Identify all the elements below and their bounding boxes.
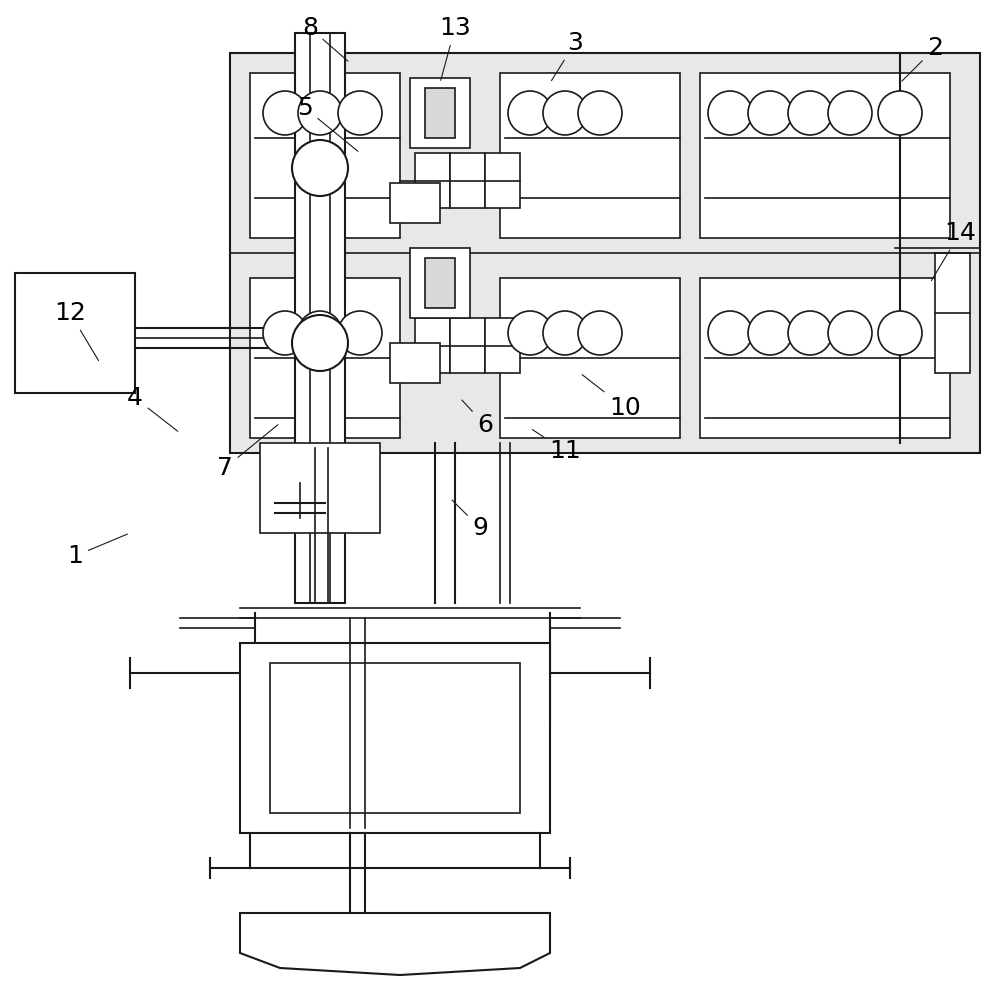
- Bar: [295, 33, 345, 603]
- Bar: [415, 318, 450, 373]
- Circle shape: [578, 91, 622, 135]
- Circle shape: [338, 91, 382, 135]
- Bar: [15, 273, 135, 393]
- Circle shape: [828, 91, 872, 135]
- Circle shape: [508, 91, 552, 135]
- Circle shape: [748, 91, 792, 135]
- Circle shape: [788, 91, 832, 135]
- Circle shape: [578, 311, 622, 355]
- Text: 7: 7: [217, 425, 278, 480]
- Circle shape: [338, 311, 382, 355]
- Bar: [390, 183, 440, 223]
- Circle shape: [828, 311, 872, 355]
- Bar: [250, 73, 400, 238]
- Bar: [450, 153, 485, 208]
- Circle shape: [263, 311, 307, 355]
- Bar: [410, 78, 470, 148]
- Circle shape: [292, 140, 348, 196]
- Bar: [500, 73, 680, 238]
- Circle shape: [508, 311, 552, 355]
- Text: 5: 5: [297, 96, 358, 151]
- Bar: [425, 88, 455, 138]
- Bar: [390, 343, 440, 383]
- Circle shape: [878, 311, 922, 355]
- Text: 2: 2: [902, 36, 943, 81]
- Text: 13: 13: [439, 16, 471, 81]
- Bar: [425, 258, 455, 308]
- Bar: [230, 53, 980, 453]
- Bar: [500, 278, 680, 438]
- Circle shape: [292, 315, 348, 371]
- Text: 3: 3: [551, 31, 583, 81]
- Circle shape: [543, 91, 587, 135]
- Bar: [485, 318, 520, 373]
- Circle shape: [543, 311, 587, 355]
- Text: 6: 6: [462, 400, 493, 437]
- Bar: [485, 153, 520, 208]
- Polygon shape: [240, 913, 550, 975]
- Circle shape: [298, 91, 342, 135]
- Circle shape: [263, 91, 307, 135]
- Bar: [700, 73, 950, 238]
- Bar: [450, 318, 485, 373]
- Text: 11: 11: [532, 430, 581, 463]
- Bar: [415, 153, 450, 208]
- Text: 12: 12: [54, 301, 99, 361]
- Text: 4: 4: [127, 386, 178, 432]
- Text: 9: 9: [452, 500, 488, 540]
- Circle shape: [298, 311, 342, 355]
- Text: 8: 8: [302, 16, 348, 61]
- Circle shape: [748, 311, 792, 355]
- Circle shape: [708, 91, 752, 135]
- Text: 14: 14: [931, 221, 976, 280]
- Text: 10: 10: [582, 375, 641, 420]
- Circle shape: [708, 311, 752, 355]
- Bar: [270, 663, 520, 813]
- Circle shape: [878, 91, 922, 135]
- Text: 1: 1: [67, 534, 127, 568]
- Bar: [935, 253, 970, 373]
- Circle shape: [788, 311, 832, 355]
- Bar: [410, 248, 470, 318]
- Bar: [240, 643, 550, 833]
- Bar: [260, 443, 380, 533]
- Bar: [700, 278, 950, 438]
- Bar: [250, 278, 400, 438]
